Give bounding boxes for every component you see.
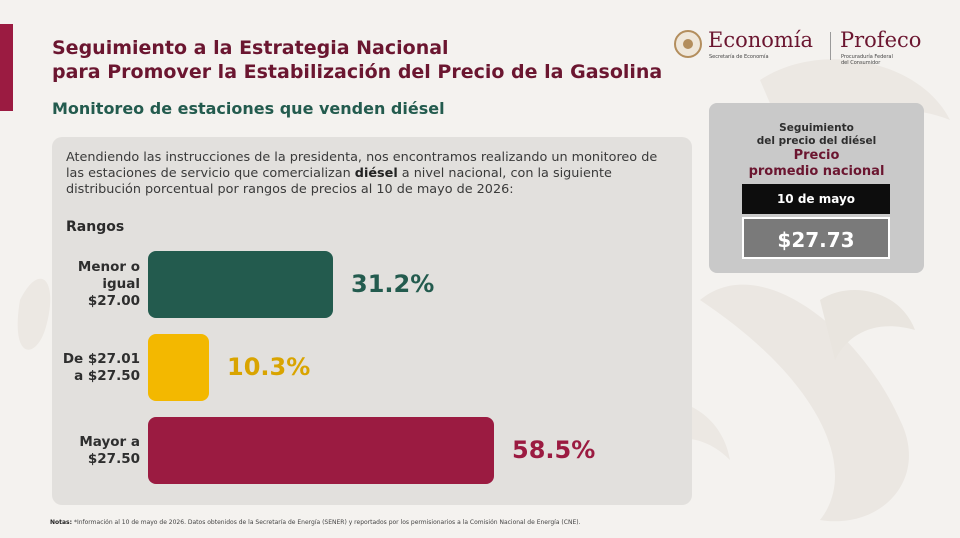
footnote: Notas: *Información al 10 de mayo de 202… — [50, 519, 580, 526]
profeco-logo-subtitle: Procuraduría Federal del Consumidor — [841, 54, 893, 66]
category-label: Menor o igual $27.00 — [56, 259, 140, 310]
category-label-line: $27.50 — [87, 450, 140, 467]
data-label: 10.3% — [227, 352, 311, 381]
intro-text-bold: diésel — [354, 166, 398, 181]
bar — [148, 417, 494, 484]
profeco-logo: Profeco — [840, 28, 922, 52]
intro-text: Atendiendo las instrucciones de la presi… — [66, 150, 676, 198]
accent-bar — [0, 24, 13, 111]
average-price: $27.73 — [742, 217, 890, 259]
category-label-line: Mayor a — [79, 433, 140, 450]
profeco-subtitle-line1: Procuraduría Federal — [841, 54, 893, 60]
price-date: 10 de mayo — [742, 184, 890, 214]
price-panel-heading-line1: Seguimiento — [779, 122, 854, 134]
page-title-line1: Seguimiento a la Estrategia Nacional — [52, 37, 449, 59]
category-label-line: a $27.50 — [74, 367, 140, 384]
category-label: De $27.01 a $27.50 — [56, 351, 140, 385]
footnote-label: Notas: — [50, 519, 73, 526]
category-label-line: Menor o — [77, 259, 140, 275]
economia-logo-subtitle: Secretaría de Economía — [709, 54, 769, 60]
intro-text-before: Atendiendo las instrucciones de la presi… — [66, 150, 658, 181]
national-seal-icon — [674, 30, 702, 58]
bar — [148, 334, 209, 401]
intro-text-after: a nivel nacional, con la siguiente distr… — [66, 166, 612, 197]
bar — [148, 251, 333, 318]
category-label-line: igual — [102, 276, 140, 292]
footnote-text: *Información al 10 de mayo de 2026. Dato… — [73, 519, 581, 526]
logos-group: Economía Secretaría de Economía Profeco … — [674, 28, 936, 66]
profeco-subtitle-line2: del Consumidor — [841, 60, 881, 66]
category-label: Mayor a $27.50 — [56, 434, 140, 468]
price-panel-subheading-line1: Precio — [793, 148, 840, 163]
category-label-line: $27.00 — [87, 293, 140, 309]
economia-logo: Economía — [708, 28, 814, 52]
category-label-line: De $27.01 — [62, 350, 140, 367]
chart-title: Rangos — [66, 219, 125, 235]
logo-divider — [830, 32, 831, 60]
page-title: Seguimiento a la Estrategia Nacional par… — [52, 36, 662, 84]
price-panel-subheading: Precio promedio nacional — [709, 148, 924, 180]
page-title-line2: para Promover la Estabilización del Prec… — [52, 61, 663, 83]
page-subtitle: Monitoreo de estaciones que venden diése… — [52, 99, 445, 118]
price-panel-heading-line2: del precio del diésel — [756, 135, 877, 147]
price-panel-heading: Seguimiento del precio del diésel — [709, 122, 924, 148]
data-label: 58.5% — [512, 435, 596, 464]
price-panel-subheading-line2: promedio nacional — [748, 164, 885, 179]
data-label: 31.2% — [351, 269, 435, 298]
